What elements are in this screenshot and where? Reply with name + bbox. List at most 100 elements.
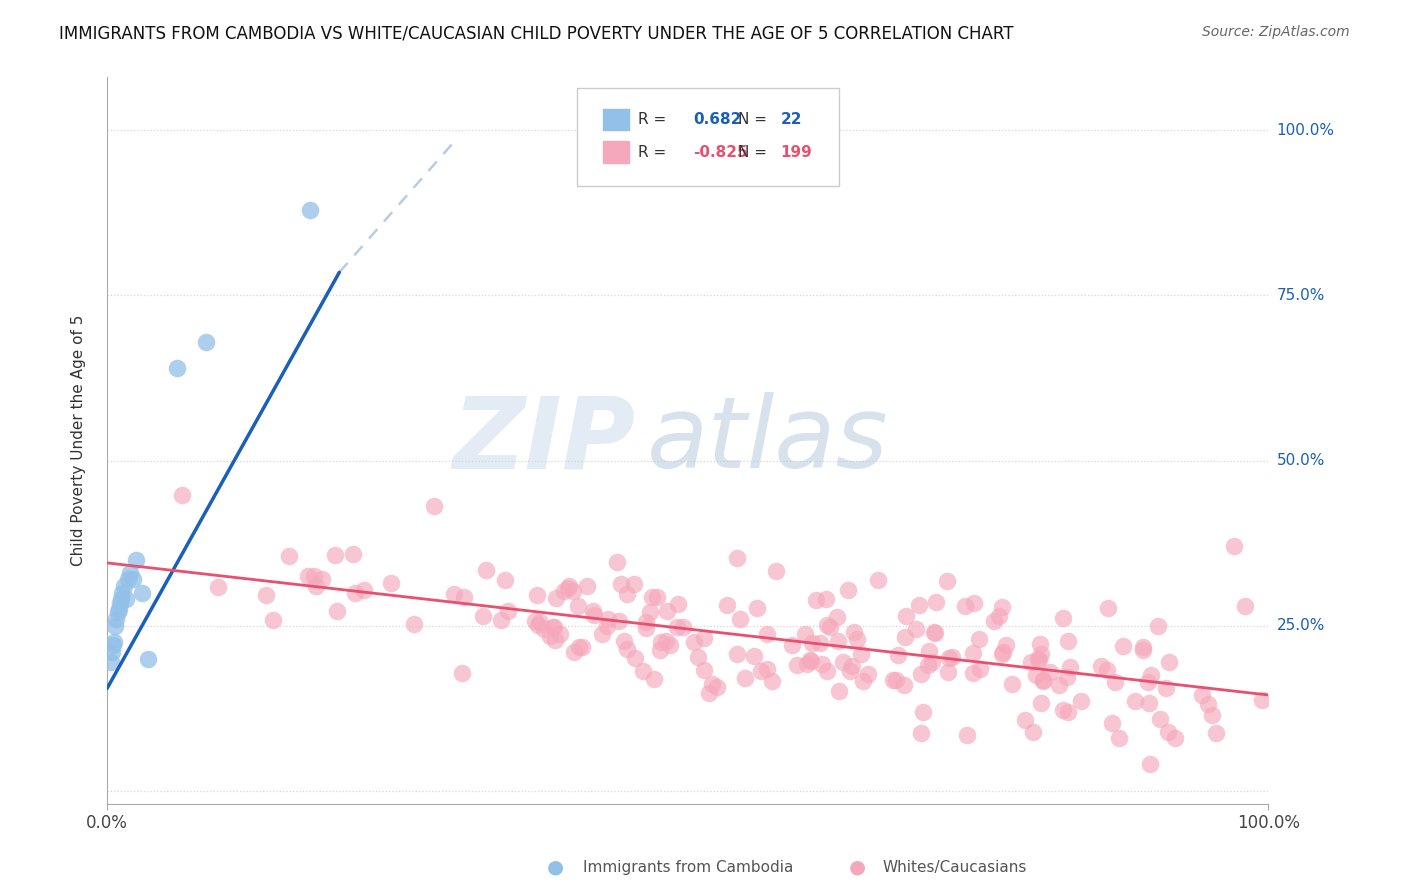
Point	[641, 590, 664, 604]
Point	[304, 568, 326, 582]
Point	[910, 726, 932, 740]
Point	[659, 639, 682, 653]
Point	[991, 600, 1014, 615]
Point	[894, 630, 917, 644]
Point	[107, 606, 129, 620]
Point	[136, 651, 159, 665]
Point	[636, 615, 658, 630]
Point	[936, 665, 959, 679]
Point	[1132, 642, 1154, 657]
Point	[908, 598, 931, 612]
Text: Whites/Caucasians: Whites/Caucasians	[883, 860, 1028, 874]
Point	[638, 605, 661, 619]
Point	[576, 579, 599, 593]
Point	[827, 610, 849, 624]
Point	[692, 663, 714, 677]
Point	[1029, 647, 1052, 661]
Point	[110, 592, 132, 607]
Point	[607, 614, 630, 628]
Point	[655, 634, 678, 648]
Point	[422, 499, 444, 513]
Point	[613, 634, 636, 648]
Point	[170, 488, 193, 502]
Point	[814, 592, 837, 607]
Point	[529, 615, 551, 629]
Point	[1090, 659, 1112, 673]
Point	[1191, 688, 1213, 702]
Point	[404, 617, 426, 632]
Point	[1097, 663, 1119, 677]
Y-axis label: Child Poverty Under the Age of 5: Child Poverty Under the Age of 5	[72, 315, 86, 566]
Point	[117, 573, 139, 587]
Point	[955, 599, 977, 613]
Point	[921, 655, 943, 669]
Point	[806, 593, 828, 607]
Text: R =: R =	[638, 145, 666, 160]
Point	[568, 640, 591, 654]
Point	[1157, 725, 1180, 739]
Point	[524, 614, 547, 628]
Point	[725, 551, 748, 566]
Point	[1222, 540, 1244, 554]
Point	[1025, 667, 1047, 681]
Point	[749, 664, 772, 678]
Point	[494, 573, 516, 587]
Point	[755, 662, 778, 676]
Point	[571, 640, 593, 654]
Point	[121, 573, 143, 587]
Point	[716, 598, 738, 612]
Point	[1137, 675, 1160, 690]
Text: IMMIGRANTS FROM CAMBODIA VS WHITE/CAUCASIAN CHILD POVERTY UNDER THE AGE OF 5 COR: IMMIGRANTS FROM CAMBODIA VS WHITE/CAUCAS…	[59, 25, 1014, 43]
Text: ●: ●	[547, 857, 564, 877]
Point	[963, 596, 986, 610]
Point	[111, 585, 134, 599]
Point	[905, 622, 928, 636]
Point	[831, 655, 853, 669]
Text: 50.0%: 50.0%	[1277, 453, 1324, 468]
Point	[108, 595, 131, 609]
Point	[1123, 693, 1146, 707]
Point	[1157, 655, 1180, 669]
Text: ●: ●	[849, 857, 866, 877]
Point	[745, 601, 768, 615]
Point	[553, 584, 575, 599]
Point	[120, 566, 142, 580]
Point	[967, 632, 990, 647]
Point	[533, 623, 555, 637]
Point	[683, 635, 706, 649]
Point	[472, 608, 495, 623]
Point	[453, 590, 475, 604]
Point	[1132, 640, 1154, 654]
Point	[323, 548, 346, 562]
Text: -0.825: -0.825	[693, 145, 748, 160]
Text: ZIP: ZIP	[453, 392, 636, 489]
Point	[1052, 703, 1074, 717]
Text: Immigrants from Cambodia: Immigrants from Cambodia	[583, 860, 794, 874]
Point	[725, 648, 748, 662]
Point	[583, 607, 606, 622]
Point	[624, 651, 647, 665]
Text: Source: ZipAtlas.com: Source: ZipAtlas.com	[1202, 25, 1350, 39]
Point	[1250, 693, 1272, 707]
Point	[631, 664, 654, 678]
Point	[207, 580, 229, 594]
Point	[353, 583, 375, 598]
Point	[693, 631, 716, 645]
Point	[1039, 665, 1062, 680]
Point	[922, 624, 945, 639]
Point	[868, 573, 890, 587]
Point	[105, 612, 128, 626]
Point	[103, 635, 125, 649]
Point	[606, 556, 628, 570]
FancyBboxPatch shape	[578, 88, 839, 186]
Point	[1014, 713, 1036, 727]
Point	[114, 592, 136, 607]
Point	[558, 579, 581, 593]
Point	[936, 574, 959, 589]
Point	[648, 643, 671, 657]
Point	[1137, 696, 1160, 710]
Text: R =: R =	[638, 112, 666, 127]
Point	[592, 627, 614, 641]
Point	[582, 604, 605, 618]
Point	[1031, 696, 1053, 710]
